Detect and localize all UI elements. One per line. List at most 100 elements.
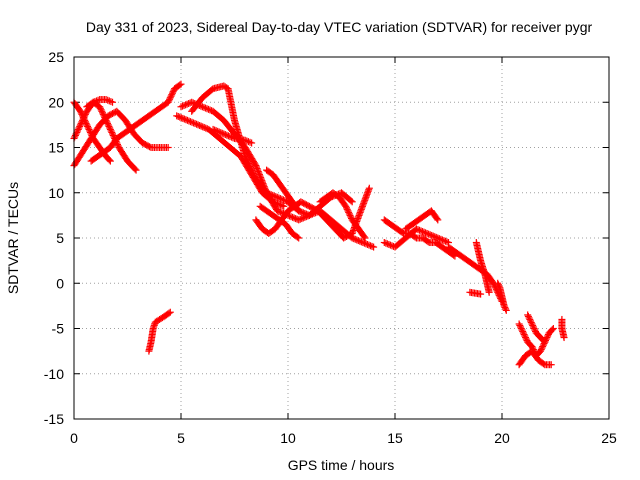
series-track-e: [83, 96, 117, 111]
data-point: [279, 196, 287, 204]
axis-ticks: 0 5 10 15 20 25 -15 -10 -5 0 5 10 15 20 25: [44, 49, 617, 446]
data-point: [218, 129, 226, 137]
data-point: [414, 226, 422, 234]
data-point: [179, 102, 187, 110]
data-point: [168, 91, 176, 99]
data-point: [347, 213, 355, 221]
y-tick-label: 10: [48, 185, 64, 201]
data-point: [92, 97, 100, 105]
data-point: [86, 127, 94, 135]
data-point: [272, 193, 280, 201]
data-point: [289, 213, 297, 221]
series-track-b: [70, 98, 114, 165]
data-point: [176, 113, 184, 121]
data-point: [383, 240, 391, 248]
data-point: [275, 200, 283, 208]
data-point: [267, 191, 275, 199]
data-point: [131, 165, 139, 173]
data-point: [360, 239, 368, 247]
data-point: [356, 237, 364, 245]
data-point: [295, 216, 303, 224]
data-point: [350, 235, 358, 243]
data-point: [165, 97, 173, 105]
data-point: [180, 115, 188, 123]
data-point: [177, 80, 185, 88]
x-tick-label: 20: [494, 430, 510, 446]
data-point: [104, 121, 112, 129]
series-track-p: [402, 207, 442, 233]
data-point: [176, 81, 184, 89]
data-point: [244, 138, 252, 146]
data-point: [386, 241, 394, 249]
data-point: [299, 209, 307, 217]
data-point: [221, 131, 229, 139]
data-point: [183, 116, 191, 124]
data-point: [295, 207, 303, 215]
data-point: [96, 104, 104, 112]
series-track-r: [445, 243, 506, 305]
data-point: [522, 335, 530, 343]
data-point: [275, 207, 283, 215]
data-point: [206, 106, 214, 114]
data-point: [167, 92, 175, 100]
data-point: [106, 157, 114, 165]
series-track-l: [263, 166, 303, 215]
y-tick-label: 5: [56, 230, 64, 246]
data-point: [264, 189, 272, 197]
data-point: [89, 98, 97, 106]
data-point: [109, 130, 117, 138]
data-point: [220, 130, 228, 138]
data-point: [495, 282, 503, 290]
data-point: [353, 236, 361, 244]
y-tick-label: 15: [48, 140, 64, 156]
data-point: [548, 326, 556, 334]
data-point: [541, 338, 549, 346]
data-point: [71, 133, 79, 141]
data-point: [477, 290, 485, 298]
data-point: [423, 229, 431, 237]
y-tick-label: -15: [44, 411, 64, 427]
y-tick-label: 0: [56, 275, 64, 291]
data-point: [342, 204, 350, 212]
data-point: [198, 103, 206, 111]
data-point: [81, 118, 89, 126]
data-point: [515, 320, 523, 328]
data-point: [277, 201, 285, 209]
data-point: [132, 166, 140, 174]
data-point: [428, 231, 436, 239]
data-point: [380, 239, 388, 247]
data-point: [361, 234, 369, 242]
data-point: [278, 195, 286, 203]
data-point: [84, 124, 92, 132]
data-point: [370, 243, 378, 251]
data-point: [540, 337, 548, 345]
data-point: [422, 229, 430, 237]
data-point: [188, 118, 196, 126]
data-point: [197, 122, 205, 130]
data-point: [106, 125, 114, 133]
data-point: [420, 228, 428, 236]
data-point: [281, 197, 289, 205]
data-point: [188, 98, 196, 106]
data-point: [71, 131, 79, 139]
series-track-s: [472, 239, 493, 296]
data-point: [530, 325, 538, 332]
data-point: [527, 317, 535, 325]
data-point: [278, 202, 286, 210]
data-point: [106, 124, 114, 132]
data-point: [441, 237, 449, 245]
data-point: [105, 122, 113, 130]
data-point: [290, 214, 298, 222]
data-point: [185, 100, 193, 108]
series-track-h: [173, 112, 288, 210]
data-point: [166, 95, 174, 103]
data-point: [531, 326, 539, 334]
data-point: [434, 234, 442, 242]
data-point: [173, 112, 181, 120]
y-tick-label: -10: [44, 366, 64, 382]
x-axis-label: GPS time / hours: [288, 457, 395, 473]
data-point: [108, 128, 116, 136]
data-point: [524, 311, 532, 319]
data-point: [382, 239, 390, 247]
data-point: [85, 125, 93, 133]
